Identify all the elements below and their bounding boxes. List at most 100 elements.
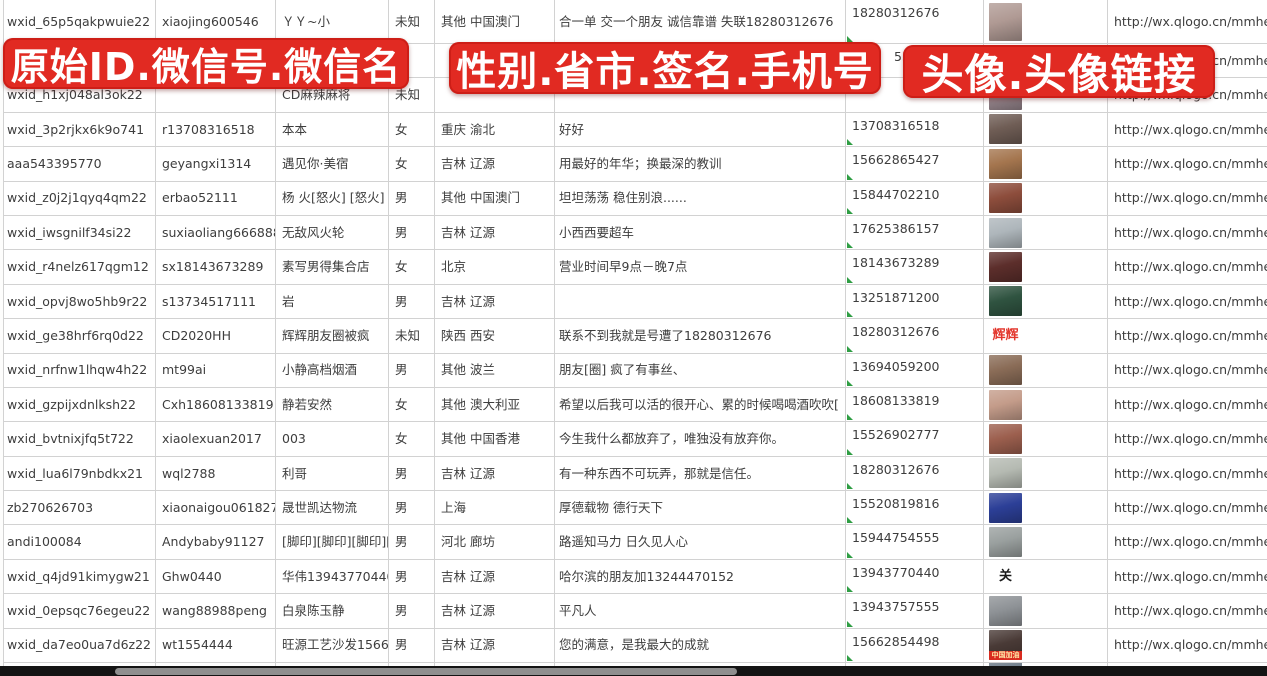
cell-signature[interactable]: 平凡人 xyxy=(555,594,846,628)
cell-phone[interactable]: 13708316518 xyxy=(846,112,984,147)
cell-original-id[interactable]: wxid_h1xj048al3ok22 xyxy=(4,78,156,112)
cell-gender[interactable]: 男 xyxy=(389,215,435,250)
cell-wechat-id[interactable]: erbao52111 xyxy=(156,181,276,215)
cell-province-city[interactable]: 吉林 辽源 xyxy=(435,456,555,491)
cell-signature[interactable]: 合一单 交一个朋友 诚信靠谱 失联18280312676 xyxy=(555,0,846,43)
cell-original-id[interactable]: wxid_opvj8wo5hb9r22 xyxy=(4,284,156,319)
cell-gender[interactable]: 女 xyxy=(389,250,435,284)
cell-province-city[interactable]: 河北 廊坊 xyxy=(435,525,555,559)
cell-phone[interactable]: 15844702210 xyxy=(846,181,984,215)
cell-gender[interactable]: 男 xyxy=(389,456,435,491)
cell-gender[interactable]: 未知 xyxy=(389,319,435,353)
cell-phone[interactable]: 13943770440 xyxy=(846,559,984,594)
cell-signature[interactable] xyxy=(555,284,846,319)
cell-signature[interactable]: 路遥知马力 日久见人心 xyxy=(555,525,846,559)
cell-gender[interactable]: 女 xyxy=(389,422,435,456)
cell-original-id[interactable]: wxid_lua6l79nbdkx21 xyxy=(4,456,156,491)
cell-avatar-url[interactable]: http://wx.qlogo.cn/mmhead xyxy=(1108,182,1267,215)
cell-avatar[interactable] xyxy=(984,525,1108,559)
cell-province-city[interactable]: 其他 中国澳门 xyxy=(435,0,555,43)
cell-wechat-id[interactable]: mt99ai xyxy=(156,353,276,387)
cell-original-id[interactable]: wxid_q4jd91kimygw21 xyxy=(4,559,156,594)
cell-province-city[interactable]: 吉林 辽源 xyxy=(435,594,555,628)
cell-signature[interactable]: 今生我什么都放弃了，唯独没有放弃你。 xyxy=(555,422,846,456)
cell-wechat-id[interactable]: geyangxi1314 xyxy=(156,147,276,181)
cell-wechat-id[interactable] xyxy=(156,78,276,112)
cell-wechat-name[interactable]: 小静高档烟酒 xyxy=(276,353,389,387)
cell-wechat-name[interactable]: 杨 火[怒火] [怒火] xyxy=(276,181,389,215)
cell-avatar-url[interactable]: http://wx.qlogo.cn/mmhead xyxy=(1108,113,1267,146)
cell-phone[interactable]: 18280312676 xyxy=(846,319,984,353)
cell-phone[interactable]: 13694059200 xyxy=(846,353,984,387)
cell-signature[interactable] xyxy=(555,78,846,112)
cell-gender[interactable]: 女 xyxy=(389,387,435,422)
cell-avatar-url[interactable]: http://wx.qlogo.cn/mmhead xyxy=(1108,560,1267,593)
cell-signature[interactable]: 有一种东西不可玩弄，那就是信任。 xyxy=(555,456,846,491)
cell-avatar[interactable] xyxy=(984,284,1108,319)
cell-signature[interactable]: 坦坦荡荡 稳住别浪...... xyxy=(555,181,846,215)
cell-avatar[interactable] xyxy=(984,387,1108,422)
cell-wechat-id[interactable]: xiaonaigou061827 xyxy=(156,491,276,525)
cell-signature[interactable]: 用最好的年华；换最深的教训 xyxy=(555,147,846,181)
cell-province-city[interactable]: 其他 中国澳门 xyxy=(435,181,555,215)
cell-original-id[interactable]: wxid_bvtnixjfq5t722 xyxy=(4,422,156,456)
cell-original-id[interactable]: andi100084 xyxy=(4,525,156,559)
cell-gender[interactable]: 男 xyxy=(389,594,435,628)
cell-province-city[interactable]: 重庆 渝北 xyxy=(435,112,555,147)
cell-original-id[interactable]: wxid_65p5qakpwuie22 xyxy=(4,0,156,43)
cell-avatar[interactable] xyxy=(984,250,1108,284)
cell-avatar[interactable] xyxy=(984,456,1108,491)
cell-province-city[interactable]: 吉林 辽源 xyxy=(435,147,555,181)
cell-gender[interactable]: 未知 xyxy=(389,78,435,112)
cell-phone[interactable]: 15526902777 xyxy=(846,422,984,456)
cell-signature[interactable]: 好好 xyxy=(555,112,846,147)
cell-signature[interactable]: 希望以后我可以活的很开心、累的时候喝喝酒吹吹[ xyxy=(555,387,846,422)
cell-original-id[interactable]: wxid_3p2rjkx6k9o741 xyxy=(4,112,156,147)
cell-province-city[interactable] xyxy=(435,78,555,112)
cell-signature[interactable]: 小西西要超车 xyxy=(555,215,846,250)
cell-wechat-id[interactable]: suxiaoliang666888 xyxy=(156,215,276,250)
cell-phone[interactable]: 15662865427 xyxy=(846,147,984,181)
cell-wechat-id[interactable]: Ghw0440 xyxy=(156,559,276,594)
cell-avatar[interactable] xyxy=(984,0,1108,43)
cell-avatar-url[interactable]: http://wx.qlogo.cn/mmhead xyxy=(1108,594,1267,627)
cell-original-id[interactable]: wxid_r4nelz617qgm12 xyxy=(4,250,156,284)
cell-avatar-url[interactable]: http://wx.qlogo.cn/mmhead xyxy=(1108,491,1267,524)
cell-avatar[interactable]: 关 xyxy=(984,559,1108,594)
cell-wechat-id[interactable]: Cxh18608133819 xyxy=(156,387,276,422)
cell-wechat-name[interactable]: 遇见你·美宿 xyxy=(276,147,389,181)
cell-avatar-url[interactable]: http://wx.qlogo.cn/mmhead xyxy=(1108,457,1267,490)
cell-signature[interactable]: 营业时间早9点－晚7点 xyxy=(555,250,846,284)
cell-phone[interactable]: 15944754555 xyxy=(846,525,984,559)
cell-province-city[interactable]: 陕西 西安 xyxy=(435,319,555,353)
cell-phone[interactable]: 17625386157 xyxy=(846,215,984,250)
cell-original-id[interactable]: wxid_ge38hrf6rq0d22 xyxy=(4,319,156,353)
cell-province-city[interactable]: 吉林 辽源 xyxy=(435,284,555,319)
cell-province-city[interactable]: 其他 波兰 xyxy=(435,353,555,387)
cell-avatar-url[interactable]: http://wx.qlogo.cn/mmhead xyxy=(1108,422,1267,455)
cell-wechat-id[interactable]: xiaojing600546 xyxy=(156,0,276,43)
cell-wechat-id[interactable]: wt1554444 xyxy=(156,628,276,663)
cell-signature[interactable]: 厚德载物 德行天下 xyxy=(555,491,846,525)
cell-wechat-name[interactable]: 003 xyxy=(276,422,389,456)
cell-wechat-name[interactable]: 华伟13943770440 xyxy=(276,559,389,594)
cell-avatar-url[interactable]: http://wx.qlogo.cn/mmhead xyxy=(1108,0,1267,43)
cell-province-city[interactable]: 其他 澳大利亚 xyxy=(435,387,555,422)
cell-wechat-name[interactable]: 本本 xyxy=(276,112,389,147)
cell-signature[interactable]: 您的满意，是我最大的成就 xyxy=(555,628,846,663)
cell-original-id[interactable]: wxid_gzpijxdnlksh22 xyxy=(4,387,156,422)
cell-gender[interactable]: 男 xyxy=(389,491,435,525)
cell-gender[interactable]: 女 xyxy=(389,147,435,181)
cell-gender[interactable]: 男 xyxy=(389,628,435,663)
cell-signature[interactable]: 哈尔滨的朋友加13244470152 xyxy=(555,559,846,594)
cell-wechat-name[interactable]: 白泉陈玉静 xyxy=(276,594,389,628)
cell-gender[interactable]: 男 xyxy=(389,525,435,559)
cell-phone[interactable]: 18143673289 xyxy=(846,250,984,284)
cell-gender[interactable]: 未知 xyxy=(389,0,435,43)
cell-wechat-name[interactable]: CD麻辣麻将 xyxy=(276,78,389,112)
cell-phone[interactable]: 15662854498 xyxy=(846,628,984,663)
cell-gender[interactable]: 男 xyxy=(389,284,435,319)
cell-original-id[interactable]: wxid_nrfnw1lhqw4h22 xyxy=(4,353,156,387)
cell-wechat-id[interactable]: sx18143673289 xyxy=(156,250,276,284)
cell-avatar-url[interactable]: http://wx.qlogo.cn/mmhead xyxy=(1108,319,1267,352)
